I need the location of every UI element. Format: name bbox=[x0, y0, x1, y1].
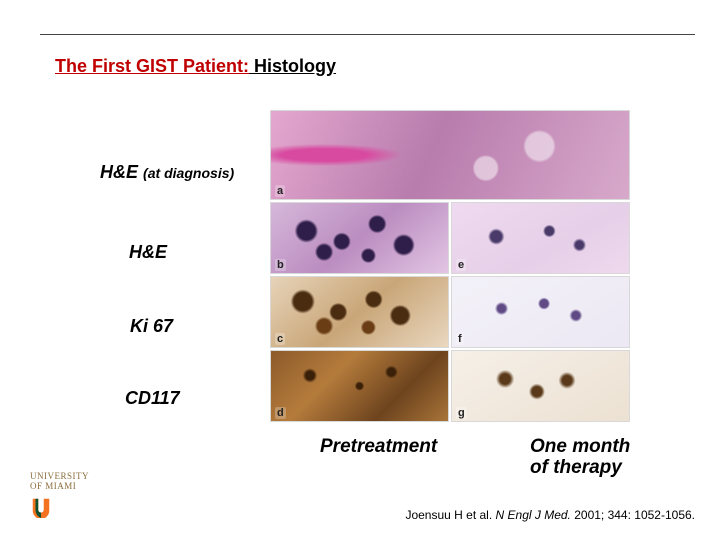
um-u-icon bbox=[30, 496, 52, 518]
panel-letter-a: a bbox=[275, 185, 285, 197]
slide: The First GIST Patient: Histology H&E (a… bbox=[0, 0, 720, 540]
caption-pretreatment: Pretreatment bbox=[320, 437, 437, 458]
panel-d: d bbox=[270, 350, 449, 422]
footer-logo: UNIVERSITY OF MIAMI bbox=[30, 472, 89, 518]
panel-letter-c: c bbox=[275, 333, 285, 345]
citation-authors: Joensuu H et al. bbox=[405, 508, 495, 522]
grid-row-4: d g bbox=[270, 350, 630, 422]
citation-rest: 2001; 344: 1052-1056. bbox=[571, 508, 695, 522]
row-label-ki67: Ki 67 bbox=[130, 316, 173, 337]
grid-row-2: b e bbox=[270, 202, 630, 274]
citation: Joensuu H et al. N Engl J Med. 2001; 344… bbox=[405, 508, 695, 522]
row-label-he-main: H&E bbox=[100, 162, 143, 182]
panel-a: a bbox=[270, 110, 630, 200]
panel-f: f bbox=[451, 276, 630, 348]
slide-title: The First GIST Patient: Histology bbox=[55, 56, 336, 77]
panel-g: g bbox=[451, 350, 630, 422]
panel-b: b bbox=[270, 202, 449, 274]
panel-e: e bbox=[451, 202, 630, 274]
title-rule bbox=[40, 34, 695, 35]
caption-posttreatment: One month of therapy bbox=[530, 437, 680, 479]
panel-letter-d: d bbox=[275, 407, 286, 419]
panel-letter-f: f bbox=[456, 333, 464, 345]
row-label-cd117: CD117 bbox=[125, 388, 180, 409]
grid-row-3: c f bbox=[270, 276, 630, 348]
grid-row-1: a bbox=[270, 110, 630, 200]
panel-c: c bbox=[270, 276, 449, 348]
panel-letter-g: g bbox=[456, 407, 467, 419]
row-label-he-sub: (at diagnosis) bbox=[143, 165, 234, 181]
title-red-part: The First GIST Patient: bbox=[55, 56, 249, 76]
caption-post-line1: One month bbox=[530, 436, 630, 457]
panel-letter-b: b bbox=[275, 259, 286, 271]
histology-grid: a b e c f d g bbox=[270, 110, 630, 430]
footer-university-text: UNIVERSITY OF MIAMI bbox=[30, 472, 89, 491]
caption-post-line2: of therapy bbox=[530, 457, 622, 478]
row-label-he-diagnosis: H&E (at diagnosis) bbox=[100, 162, 234, 183]
title-black-part: Histology bbox=[249, 56, 336, 76]
row-label-he: H&E bbox=[129, 242, 167, 263]
citation-journal: N Engl J Med. bbox=[496, 508, 571, 522]
footer-text-line2: OF MIAMI bbox=[30, 481, 76, 491]
panel-letter-e: e bbox=[456, 259, 466, 271]
